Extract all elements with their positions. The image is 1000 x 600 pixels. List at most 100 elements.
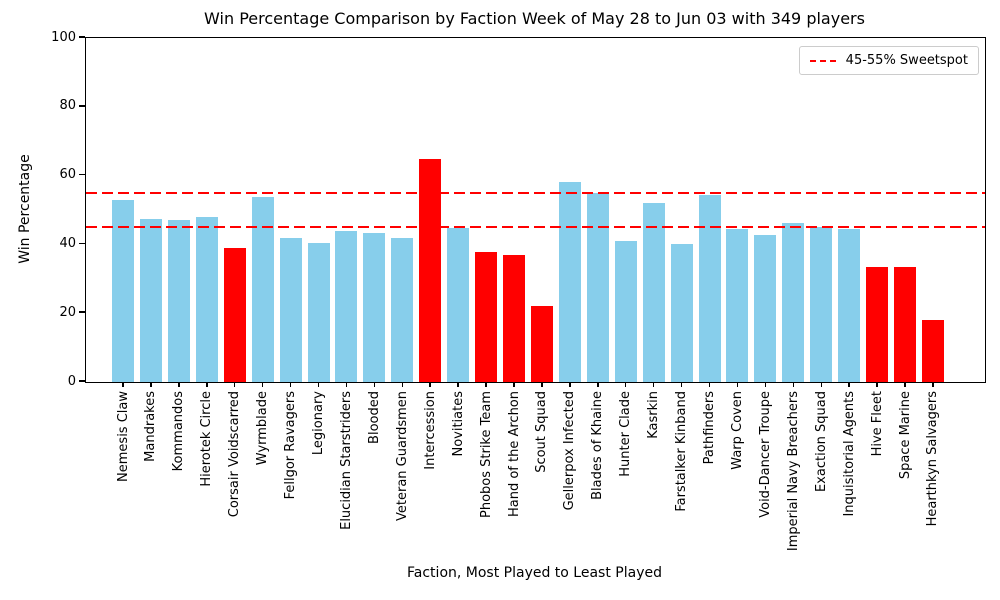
bar-void-dancer-troupe xyxy=(754,234,777,382)
bar-hearthkyn-salvagers xyxy=(921,320,944,382)
bar-phobos-strike-team xyxy=(475,251,498,382)
x-tick-mark xyxy=(457,383,459,387)
bar-gellerpox-infected xyxy=(558,182,581,382)
x-tick-mark xyxy=(680,383,683,387)
x-tick-mark xyxy=(820,383,822,387)
bar-exaction-squad xyxy=(810,226,833,382)
y-tick-label: 100 xyxy=(51,29,76,45)
bar-wyrmblade xyxy=(251,197,274,382)
x-tick-label-farstalker-kinband: Farstalker Kinband xyxy=(674,391,690,512)
y-tick-mark xyxy=(79,173,85,176)
bar-veteran-guardsmen xyxy=(391,237,414,382)
bar-legionary xyxy=(307,243,330,382)
bar-kasrkin xyxy=(642,202,665,382)
x-tick-label-space-marine: Space Marine xyxy=(897,391,913,480)
x-tick-label-hierotek-circle: Hierotek Circle xyxy=(199,391,215,487)
y-tick-label: 20 xyxy=(59,304,76,320)
x-tick-label-kasrkin: Kasrkin xyxy=(646,391,662,439)
y-tick-label: 80 xyxy=(59,98,76,114)
x-tick-mark xyxy=(708,383,711,387)
legend-dashed-line-sample xyxy=(809,59,837,62)
legend-label: 45-55% Sweetspot xyxy=(845,53,968,68)
bar-hunter-clade xyxy=(614,241,637,382)
bar-kommandos xyxy=(167,219,190,382)
y-tick-label: 40 xyxy=(59,235,76,251)
x-tick-label-void-dancer-troupe: Void-Dancer Troupe xyxy=(757,391,773,518)
y-tick-mark xyxy=(79,380,85,382)
x-tick-mark xyxy=(932,383,934,387)
x-tick-label-veteran-guardsmen: Veteran Guardsmen xyxy=(394,391,410,521)
x-tick-label-kommandos: Kommandos xyxy=(171,391,187,472)
x-tick-label-hearthkyn-salvagers: Hearthkyn Salvagers xyxy=(925,391,941,527)
x-tick-mark xyxy=(848,383,850,387)
bar-imperial-navy-breachers xyxy=(782,223,805,382)
x-tick-mark xyxy=(876,383,878,387)
x-tick-label-corsair-voidscarred: Corsair Voidscarred xyxy=(227,391,243,518)
bar-elucidian-starstriders xyxy=(335,230,358,382)
bar-inquisitorial-agents xyxy=(838,228,861,382)
bar-corsair-voidscarred xyxy=(223,247,246,382)
bar-fellgor-ravagers xyxy=(279,237,302,382)
reference-line-45 xyxy=(86,226,985,229)
y-tick-mark xyxy=(79,36,85,38)
x-tick-mark xyxy=(317,383,320,387)
x-tick-mark xyxy=(261,383,264,387)
bar-warp-coven xyxy=(726,228,749,382)
x-tick-mark xyxy=(904,383,906,387)
x-tick-mark xyxy=(541,383,543,387)
x-tick-mark xyxy=(345,383,348,387)
x-tick-label-hive-fleet: Hive Fleet xyxy=(869,391,885,457)
x-tick-mark xyxy=(764,383,767,387)
x-tick-label-pathfinders: Pathfinders xyxy=(702,391,718,465)
legend: 45-55% Sweetspot xyxy=(798,46,979,75)
bar-farstalker-kinband xyxy=(670,244,693,382)
x-tick-label-elucidian-starstriders: Elucidian Starstriders xyxy=(338,391,354,530)
x-tick-label-blades-of-khaine: Blades of Khaine xyxy=(590,391,606,500)
bar-hierotek-circle xyxy=(195,216,218,382)
x-tick-mark xyxy=(178,383,180,387)
bar-novitiates xyxy=(447,227,470,382)
x-axis-label: Faction, Most Played to Least Played xyxy=(407,565,662,581)
x-tick-label-blooded: Blooded xyxy=(366,391,382,444)
bar-scout-squad xyxy=(530,306,553,382)
x-tick-label-intercession: Intercession xyxy=(422,391,438,470)
x-tick-mark xyxy=(485,383,487,387)
x-tick-label-legionary: Legionary xyxy=(311,391,326,456)
x-tick-mark xyxy=(569,383,571,387)
plot-area: 45-55% Sweetspot xyxy=(85,37,986,383)
x-tick-mark xyxy=(429,383,431,387)
chart-title: Win Percentage Comparison by Faction Wee… xyxy=(204,9,865,28)
reference-line-55 xyxy=(86,191,985,194)
y-tick-mark xyxy=(79,105,85,107)
y-tick-mark xyxy=(79,311,85,313)
x-tick-mark xyxy=(513,383,515,387)
x-tick-label-imperial-navy-breachers: Imperial Navy Breachers xyxy=(785,391,801,552)
bar-blooded xyxy=(363,233,386,382)
x-tick-label-scout-squad: Scout Squad xyxy=(534,391,550,473)
x-tick-mark xyxy=(401,383,404,387)
bar-nemesis-claw xyxy=(112,200,134,382)
x-tick-label-mandrakes: Mandrakes xyxy=(143,391,159,462)
x-tick-mark xyxy=(624,383,627,387)
x-tick-label-hunter-clade: Hunter Clade xyxy=(618,391,634,477)
x-tick-mark xyxy=(206,383,208,387)
x-tick-mark xyxy=(792,383,795,387)
y-tick-mark xyxy=(79,242,85,245)
bar-mandrakes xyxy=(139,218,162,382)
x-tick-label-novitiates: Novitiates xyxy=(450,391,466,457)
x-tick-mark xyxy=(150,383,152,387)
x-tick-label-nemesis-claw: Nemesis Claw xyxy=(115,391,131,482)
x-tick-label-fellgor-ravagers: Fellgor Ravagers xyxy=(283,391,299,500)
x-tick-label-inquisitorial-agents: Inquisitorial Agents xyxy=(841,391,857,517)
bar-blades-of-khaine xyxy=(586,192,609,382)
bar-intercession xyxy=(419,159,442,382)
bar-hive-fleet xyxy=(866,267,889,382)
x-tick-mark xyxy=(597,383,599,387)
y-axis-label: Win Percentage xyxy=(17,154,33,264)
x-tick-label-gellerpox-infected: Gellerpox Infected xyxy=(562,391,578,511)
x-tick-mark xyxy=(736,383,739,387)
x-tick-label-warp-coven: Warp Coven xyxy=(729,391,745,470)
x-tick-label-wyrmblade: Wyrmblade xyxy=(255,391,271,466)
y-tick-label: 0 xyxy=(67,373,76,389)
